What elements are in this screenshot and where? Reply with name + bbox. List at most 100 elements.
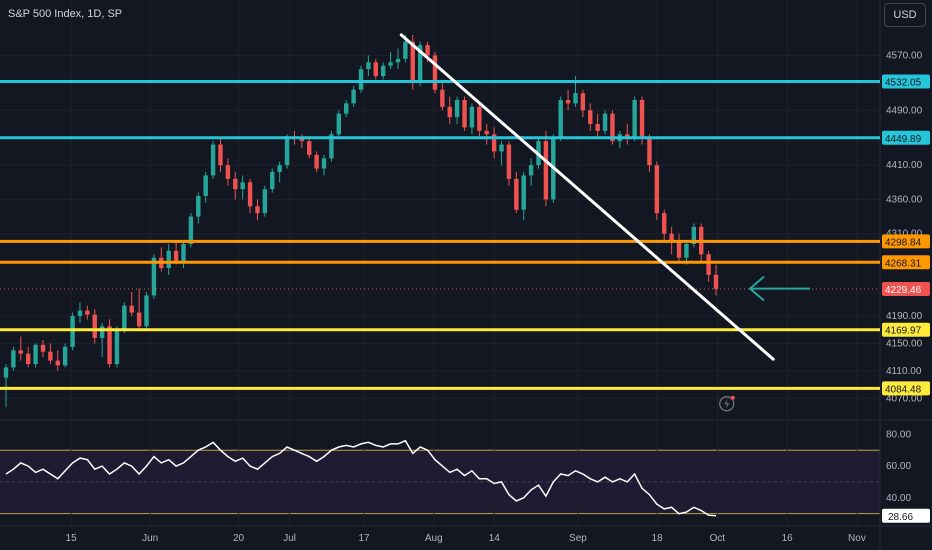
x-tick-label: 16 — [782, 533, 794, 544]
candle-body — [18, 350, 23, 354]
candle-body — [218, 144, 223, 166]
x-tick-label: Sep — [569, 533, 587, 544]
y-tick-label: 4110.00 — [886, 366, 922, 377]
x-tick-label: Oct — [710, 533, 726, 544]
candle-body — [233, 178, 238, 190]
candle-body — [55, 360, 60, 366]
candle-body — [610, 113, 615, 142]
candle-body — [521, 175, 526, 210]
candle-body — [307, 141, 312, 155]
candle-body — [129, 305, 134, 313]
y-tick-label: 4410.00 — [886, 160, 923, 171]
chart-title: S&P 500 Index, 1D, SP — [8, 8, 123, 20]
candle-body — [92, 314, 97, 338]
candle-body — [40, 344, 46, 352]
rsi-line — [5, 439, 717, 517]
candle-body — [336, 113, 342, 135]
candle-body — [447, 106, 452, 118]
level-tag-label: 4298.84 — [885, 237, 922, 248]
rsi-last-label: 28.66 — [888, 512, 913, 523]
level-tag-label: 4532.05 — [885, 77, 922, 88]
level-tag-label: 4268.31 — [885, 258, 922, 269]
candle-body — [454, 100, 460, 118]
candle-body — [314, 154, 319, 169]
trendline[interactable] — [399, 33, 775, 361]
candle-body — [565, 100, 571, 104]
candle-body — [240, 182, 245, 190]
level-tag — [882, 130, 930, 145]
x-tick-label: 17 — [358, 533, 370, 544]
rsi-last-tag — [882, 508, 930, 523]
candle-body — [669, 233, 674, 241]
candle-body — [462, 100, 467, 128]
horizontal-levels[interactable] — [0, 79, 880, 390]
candle-body — [662, 213, 667, 234]
candle-body — [484, 130, 489, 135]
trendline-segment — [399, 33, 775, 361]
candle-body — [358, 69, 364, 90]
candle-body — [417, 45, 423, 83]
candle-body — [469, 106, 475, 128]
candle-body — [284, 136, 290, 166]
rsi-tick-label: 80.00 — [886, 429, 911, 440]
price-tags: 4532.05 4449.89 4298.84 4268.31 4169.97 4084.… — [882, 74, 930, 523]
arrow-head — [748, 275, 765, 302]
candle-body — [33, 344, 38, 364]
level-tag-label: 4169.97 — [885, 326, 922, 337]
y-tick-label: 4070.00 — [886, 393, 923, 404]
candle-body — [144, 295, 149, 327]
x-tick-label: Aug — [425, 533, 443, 544]
x-tick-label: 14 — [489, 533, 501, 544]
candle-body — [713, 274, 719, 289]
candle-body — [543, 141, 549, 200]
candle-body — [210, 144, 216, 176]
candle-body — [573, 93, 578, 104]
candle-body — [181, 244, 186, 262]
candle-body — [321, 158, 327, 169]
candle-body — [632, 100, 637, 138]
level-tag — [882, 234, 930, 249]
level-tag-label: 4084.48 — [885, 384, 922, 395]
candle-body — [410, 41, 415, 83]
candle-body — [85, 310, 90, 315]
rsi-tick-label: 40.00 — [886, 493, 911, 504]
candle-body — [440, 89, 445, 107]
candle-body — [196, 196, 201, 217]
event-dot — [730, 395, 735, 400]
candle-body — [277, 165, 282, 172]
candle-body — [11, 350, 16, 368]
candle-body — [62, 346, 68, 366]
candle-body — [477, 106, 482, 131]
candle-body — [491, 134, 497, 152]
candle-body — [676, 240, 682, 258]
candle-body — [77, 310, 83, 316]
candle-body — [107, 326, 112, 364]
candle-body — [70, 316, 75, 347]
level-tag — [882, 74, 930, 89]
candle-body — [602, 113, 608, 131]
candle-body — [122, 305, 127, 330]
level-tag-label: 4449.89 — [885, 134, 922, 145]
rsi-series-line — [5, 439, 717, 517]
rsi-band — [0, 449, 880, 515]
candle-body — [255, 206, 260, 214]
candle-body — [684, 244, 689, 258]
candle-body — [691, 226, 697, 244]
candle-body — [270, 172, 275, 190]
level-tag — [882, 255, 930, 270]
lightning-icon — [724, 398, 730, 409]
candle-body — [373, 62, 378, 76]
candle-body — [654, 165, 660, 214]
y-tick-label: 4150.00 — [886, 338, 923, 349]
candle-body — [188, 216, 194, 244]
candle-body — [151, 257, 157, 296]
candle-body — [588, 110, 593, 124]
event-badge-circle — [719, 396, 735, 412]
candle-body — [25, 353, 31, 364]
candle-body — [595, 124, 600, 131]
currency-button[interactable]: USD — [884, 3, 926, 27]
y-tick-label: 4360.00 — [886, 194, 923, 205]
candle-body — [625, 134, 630, 138]
x-tick-label: 20 — [233, 533, 245, 544]
